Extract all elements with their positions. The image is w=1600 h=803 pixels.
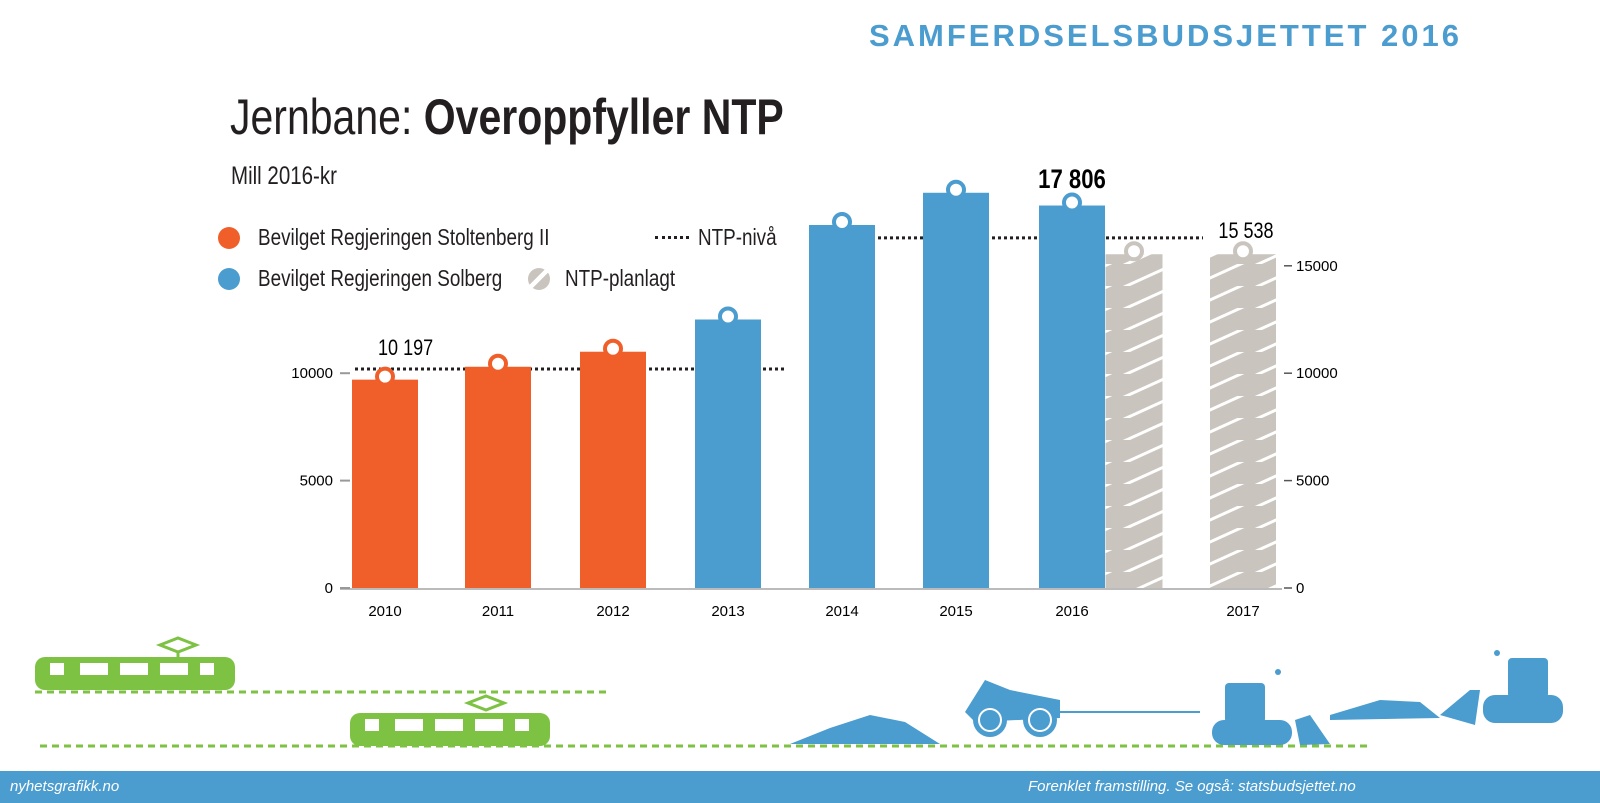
bar-2015	[923, 192, 989, 588]
y-tick-label-right: 0	[1296, 580, 1304, 597]
bar-marker	[375, 366, 395, 387]
x-tick-label: 2011	[482, 603, 514, 620]
bar-marker	[1233, 241, 1253, 262]
train-icon	[350, 694, 550, 746]
legend-dotted-line	[655, 236, 689, 239]
bar-marker	[946, 179, 966, 200]
bar-2016	[1039, 205, 1105, 589]
legend-solberg: Bevilget Regjeringen Solberg	[258, 265, 503, 291]
x-tick-label: 2017	[1226, 603, 1259, 620]
legend-ntp-planned: NTP-planlagt	[565, 265, 676, 291]
bar-2012	[580, 351, 646, 588]
x-tick-label: 2015	[939, 603, 972, 620]
bar-marker	[718, 306, 738, 327]
legend-stoltenberg: Bevilget Regjeringen Stoltenberg II	[258, 224, 550, 250]
title-bold: Overoppfyller NTP	[423, 89, 784, 145]
dirt-pile-icon	[790, 715, 940, 744]
bar-2011	[465, 366, 531, 588]
brand-header: SAMFERDSELSBUDSJETTET 2016	[868, 18, 1462, 53]
y-tick-label-left: 0	[325, 580, 333, 597]
bar-marker	[488, 353, 508, 374]
chart-subtitle: Mill 2016-kr	[231, 162, 337, 190]
y-tick-label-right: 15000	[1296, 258, 1338, 275]
legend-dot-solberg	[218, 268, 240, 290]
footer-note: Forenklet framstilling. Se også: statsbu…	[1028, 778, 1356, 795]
x-tick-label: 2012	[596, 603, 629, 620]
dump-truck-icon	[965, 680, 1060, 737]
y-tick-label-left: 5000	[300, 473, 333, 490]
data-label-2016: 17 806	[1038, 165, 1106, 195]
bar-2013	[695, 319, 761, 588]
y-tick-label-right: 10000	[1296, 365, 1338, 382]
title-normal: Jernbane:	[230, 89, 424, 145]
footer-source[interactable]: nyhetsgrafikk.no	[10, 778, 120, 795]
bar-marker	[1124, 241, 1144, 262]
data-label-ntp-2010: 10 197	[378, 336, 433, 360]
y-tick-label-left: 10000	[291, 365, 333, 382]
footer-bar: nyhetsgrafikk.no Forenklet framstilling.…	[0, 771, 1600, 803]
bulldozer-icon	[1212, 669, 1330, 745]
chart-title: Jernbane: Overoppfyller NTP	[230, 88, 784, 146]
dirt-pile-icon	[1330, 700, 1440, 720]
bar-2017-ntp	[1210, 254, 1276, 588]
data-label-2017: 15 538	[1218, 219, 1273, 243]
train-icon	[35, 636, 235, 690]
bar-2010	[352, 379, 418, 588]
bar-marker	[1062, 192, 1082, 213]
x-tick-label: 2016	[1055, 603, 1088, 620]
legend-dot-ntp-planned	[528, 268, 550, 290]
bar-marker	[603, 338, 623, 359]
legend-ntp-level: NTP-nivå	[698, 224, 777, 250]
bar-2016-ntp	[1105, 254, 1163, 588]
bar-2014	[809, 224, 875, 588]
y-tick-label-right: 5000	[1296, 473, 1329, 490]
bulldozer-icon	[1440, 650, 1563, 725]
x-tick-label: 2010	[368, 603, 401, 620]
x-tick-label: 2014	[825, 603, 858, 620]
x-tick-label: 2013	[711, 603, 744, 620]
legend-dot-stoltenberg	[218, 227, 240, 249]
bar-marker	[832, 211, 852, 232]
